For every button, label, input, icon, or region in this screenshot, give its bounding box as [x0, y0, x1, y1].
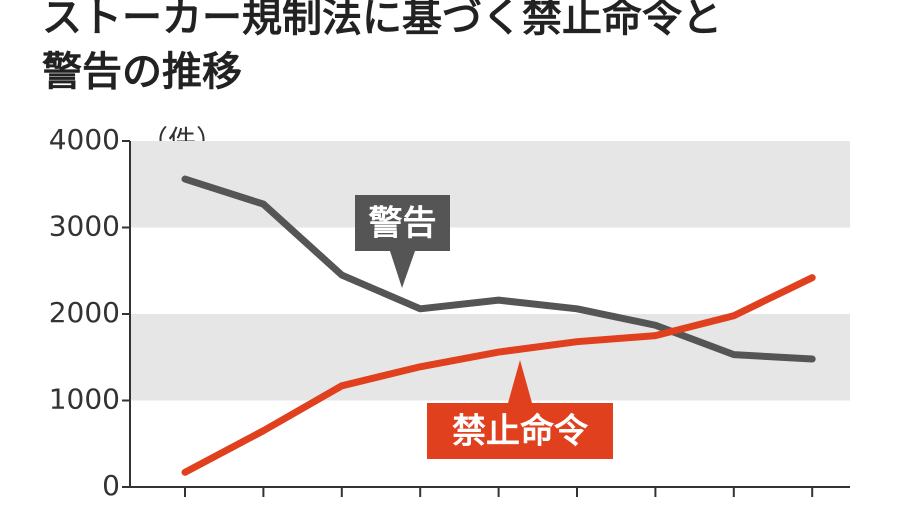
y-tick-label: 4000 — [49, 123, 120, 156]
series-label: 禁止命令 — [452, 412, 589, 452]
callout-pointer — [390, 251, 415, 288]
chart-title-line2: 警告の推移 — [42, 49, 242, 95]
y-tick-label: 2000 — [49, 296, 120, 329]
series-label: 警告 — [369, 204, 437, 244]
y-tick-label: 3000 — [49, 210, 120, 243]
callout-box — [427, 403, 613, 459]
grid-band — [130, 141, 850, 228]
series-line — [181, 175, 816, 363]
y-tick-label: 0 — [102, 469, 120, 502]
series-callout: 禁止命令 — [427, 360, 613, 459]
chart-title: ストーカー規制法に基づく禁止命令と — [42, 0, 722, 41]
series-callout: 警告 — [355, 195, 450, 288]
callout-box — [355, 195, 450, 251]
series-line — [181, 274, 816, 476]
y-tick-label: 1000 — [49, 383, 120, 416]
grid-band — [130, 314, 850, 401]
callout-pointer — [508, 360, 532, 403]
